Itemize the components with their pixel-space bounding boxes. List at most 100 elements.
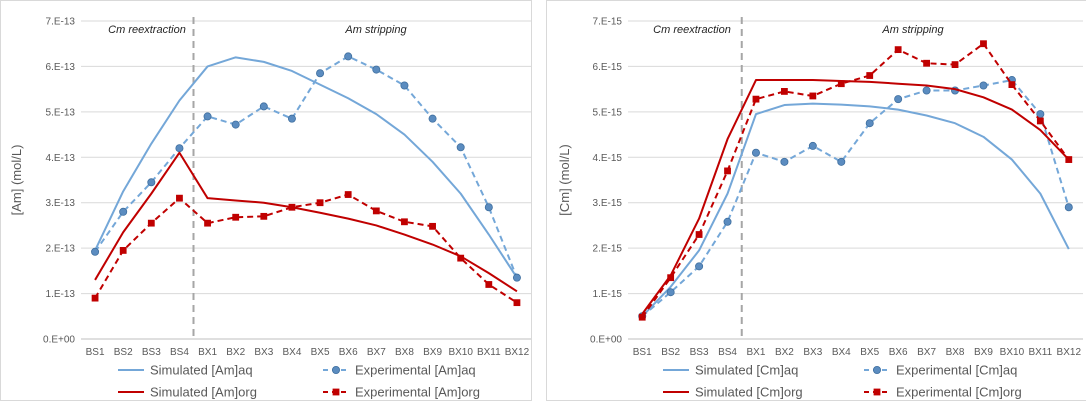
- cm-chart-x-tick-label: BX1: [747, 347, 766, 358]
- cm-chart-series-1-point: [922, 86, 931, 95]
- cm-chart-x-tick-label: BX7: [917, 347, 936, 358]
- am-chart-series-3-point: [176, 194, 183, 202]
- cm-chart-series-0-line: [641, 102, 1070, 317]
- am-chart-series-3-point: [401, 218, 408, 226]
- am-chart-series-1-point: [203, 112, 212, 121]
- cm-chart-legend-label-3: Experimental [Cm]org: [896, 385, 1022, 400]
- am-chart-x-tick-label: BS2: [114, 347, 133, 358]
- am-chart-region-label-cm-reextraction: Cm reextraction: [108, 24, 186, 36]
- cm-chart-series-1-point: [1064, 203, 1073, 212]
- am-chart-series-0-line: [94, 56, 518, 279]
- cm-chart-legend-marker-3: [873, 388, 881, 396]
- am-chart-series-1-point: [91, 247, 100, 256]
- am-chart-series-3-point: [457, 254, 465, 262]
- cm-chart-series-1-point: [751, 148, 760, 157]
- am-chart-series-1-point: [456, 143, 465, 152]
- cm-chart-series-3-point: [894, 46, 902, 54]
- cm-chart-y-tick-label: 0.E+00: [590, 335, 622, 346]
- cm-chart-x-tick-label: BX3: [803, 347, 822, 358]
- cm-chart-series-3-point: [724, 167, 731, 175]
- am-chart-series-3-point: [429, 222, 436, 230]
- am-chart-x-tick-label: BX8: [395, 347, 414, 358]
- am-chart-x-tick-label: BS4: [170, 347, 189, 358]
- am-chart-series-1-point: [512, 273, 521, 282]
- cm-chart-x-tick-label: BS4: [718, 347, 737, 358]
- cm-chart-legend-marker-1: [872, 365, 881, 374]
- cm-chart-series-3-point: [667, 274, 675, 282]
- cm-chart-x-tick-label: BS3: [690, 347, 709, 358]
- am-chart-x-tick-label: BX6: [339, 347, 358, 358]
- am-chart-series-1-point: [372, 65, 381, 74]
- cm-chart-series-1-point: [808, 141, 817, 150]
- am-chart-series-3-point: [344, 191, 352, 198]
- am-chart-x-tick-label: BX11: [477, 347, 501, 358]
- am-chart-y-tick-label: 2.E-13: [46, 244, 76, 255]
- am-chart-series-3-point: [485, 281, 493, 288]
- cm-chart-series-2-line: [641, 79, 1070, 315]
- cm-chart-region-label-am-stripping: Am stripping: [881, 24, 944, 36]
- cm-chart-series-3-point: [866, 72, 874, 79]
- am-chart-series-1-line: [94, 55, 518, 279]
- cm-chart-x-tick-label: BS2: [661, 347, 680, 358]
- am-chart-series-2-line: [94, 151, 518, 293]
- cm-chart-series-3-point: [752, 95, 760, 103]
- am-chart-y-tick-label: 0.E+00: [43, 335, 75, 346]
- cm-chart-x-tick-label: BX11: [1028, 347, 1052, 358]
- cm-chart-series-3-point: [809, 92, 817, 100]
- cm-chart-y-axis-label: [Cm] (mol/L): [557, 144, 572, 216]
- cm-chart-x-tick-label: BX12: [1057, 347, 1082, 358]
- cm-chart-series-1-point: [695, 262, 704, 271]
- am-chart-y-tick-label: 1.E-13: [46, 289, 76, 300]
- cm-chart-x-tick-label: BS1: [633, 347, 652, 358]
- am-chart-series-3-point: [204, 219, 211, 227]
- cm-chart-y-tick-label: 1.E-15: [593, 289, 623, 300]
- am-chart-series-1-point: [147, 178, 156, 187]
- cm-chart-y-tick-label: 7.E-15: [593, 17, 623, 28]
- am-chart-legend-marker-1: [331, 365, 340, 374]
- am-chart-x-tick-label: BX3: [254, 347, 273, 358]
- cm-chart-series-3-point: [1036, 117, 1044, 125]
- am-chart-series-3-point: [91, 294, 99, 302]
- cm-chart-x-tick-label: BX4: [832, 347, 851, 358]
- am-chart-series-3-point: [260, 212, 268, 220]
- cm-chart-y-tick-label: 4.E-15: [593, 153, 623, 164]
- am-chart-legend-label-1: Experimental [Am]aq: [355, 363, 476, 378]
- cm-chart-series-1-point: [723, 217, 732, 226]
- cm-chart-series-3-point: [781, 88, 788, 95]
- cm-chart-x-tick-label: BX2: [775, 347, 794, 358]
- am-chart-x-tick-label: BX7: [367, 347, 386, 358]
- cm-chart-series-1-point: [666, 288, 675, 297]
- cm-chart-region-label-cm-reextraction: Cm reextraction: [653, 24, 731, 36]
- cm-chart-x-tick-label: BX9: [974, 347, 993, 358]
- am-chart-y-axis-label: [Am] (mol/L): [9, 145, 24, 216]
- am-chart-x-tick-label: BX12: [505, 347, 530, 358]
- chart-panel-am: 0.E+00 1.E-13 2.E-13 3.E-13 4.E-13 5.E-13 6.E-…: [0, 0, 532, 401]
- am-chart-x-tick-label: BX9: [423, 347, 442, 358]
- am-chart-series-3-point: [372, 207, 380, 215]
- cm-chart-x-tick-label: BX5: [860, 347, 879, 358]
- am-chart-legend-label-0: Simulated [Am]aq: [150, 363, 253, 378]
- cm-chart-series-1-point: [780, 157, 789, 166]
- cm-chart-legend-label-2: Simulated [Cm]org: [695, 385, 803, 400]
- cm-chart-y-tick-label: 3.E-15: [593, 198, 623, 209]
- am-chart-series-3-point: [147, 219, 155, 227]
- cm-chart-series-1-line: [641, 79, 1070, 318]
- am-chart-series-3-point: [232, 213, 240, 221]
- am-chart-y-tick-label: 7.E-13: [46, 17, 76, 28]
- am-chart-series-1-point: [344, 52, 353, 61]
- cm-chart-series-3-point: [951, 61, 959, 69]
- am-chart-series-1-point: [484, 203, 493, 212]
- am-chart-series-1-point: [316, 69, 325, 78]
- am-chart-x-tick-label: BS3: [142, 347, 161, 358]
- am-chart-series-1-point: [400, 81, 409, 90]
- am-chart-x-tick-label: BX2: [226, 347, 245, 358]
- cm-chart-series-3-line: [641, 42, 1070, 318]
- cm-chart-x-tick-label: BX8: [946, 347, 965, 358]
- am-chart-x-tick-label: BX1: [198, 347, 217, 358]
- am-chart-series-3-point: [513, 299, 521, 307]
- am-chart-series-1-point: [119, 207, 128, 216]
- am-chart-x-tick-label: BX10: [448, 347, 473, 358]
- cm-chart-series-3-point: [1065, 156, 1073, 163]
- chart-panel-cm: 0.E+00 1.E-15 2.E-15 3.E-15 4.E-15 5.E-15 6.E-…: [546, 0, 1086, 401]
- cm-chart-y-tick-label: 6.E-15: [593, 62, 623, 73]
